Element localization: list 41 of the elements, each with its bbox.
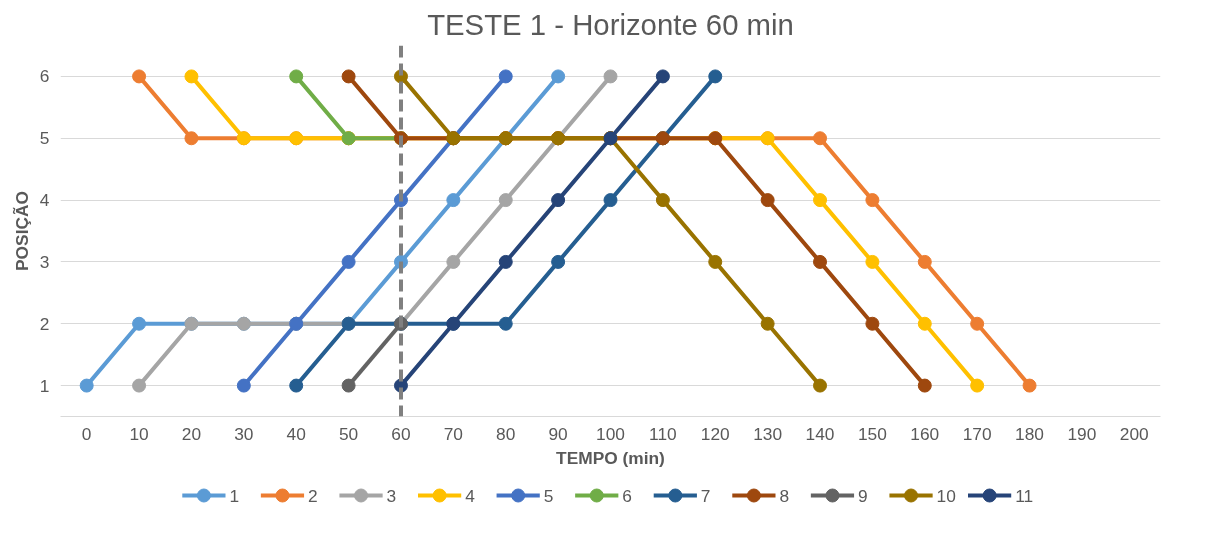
x-tick-label: 40 xyxy=(286,423,306,444)
x-tick-label: 140 xyxy=(805,423,835,444)
x-axis-title: TEMPO (min) xyxy=(556,447,665,468)
y-axis-title: POSIÇÃO xyxy=(11,191,32,271)
x-tick-label: 120 xyxy=(700,423,730,444)
y-tick-label: 2 xyxy=(39,313,50,334)
legend-label: 8 xyxy=(779,485,790,506)
x-tick-label: 0 xyxy=(81,423,92,444)
x-tick-label: 200 xyxy=(1119,423,1149,444)
x-tick-label: 70 xyxy=(443,423,463,444)
x-tick-label: 80 xyxy=(496,423,516,444)
x-tick-label: 90 xyxy=(548,423,568,444)
y-tick-label: 4 xyxy=(39,190,50,211)
y-tick-label: 3 xyxy=(39,251,50,272)
y-tick-label: 6 xyxy=(39,66,50,87)
legend-label: 10 xyxy=(936,485,956,506)
x-tick-label: 20 xyxy=(181,423,202,444)
legend-label: 5 xyxy=(543,485,554,506)
legend-label: 3 xyxy=(386,485,397,506)
x-tick-label: 150 xyxy=(857,423,887,444)
x-tick-label: 180 xyxy=(1015,423,1045,444)
x-tick-label: 100 xyxy=(596,423,625,444)
x-tick-label: 10 xyxy=(129,423,149,444)
x-tick-label: 60 xyxy=(391,423,411,444)
x-tick-label: 130 xyxy=(753,423,783,444)
legend-label: 11 xyxy=(1015,485,1034,506)
x-tick-label: 170 xyxy=(962,423,992,444)
legend-label: 7 xyxy=(700,485,711,506)
x-tick-label: 30 xyxy=(234,423,254,444)
legend-label: 9 xyxy=(858,485,868,506)
legend-label: 4 xyxy=(465,485,476,506)
x-tick-label: 160 xyxy=(910,423,940,444)
x-tick-label: 50 xyxy=(338,423,359,444)
legend-label: 1 xyxy=(229,485,240,506)
y-tick-label: 5 xyxy=(39,128,50,149)
y-tick-label: 1 xyxy=(39,375,50,396)
chart-title: TESTE 1 - Horizonte 60 min xyxy=(427,7,794,41)
legend-label: 6 xyxy=(622,485,632,506)
x-tick-label: 190 xyxy=(1067,423,1097,444)
x-tick-label: 110 xyxy=(649,423,677,444)
legend-label: 2 xyxy=(308,485,318,506)
